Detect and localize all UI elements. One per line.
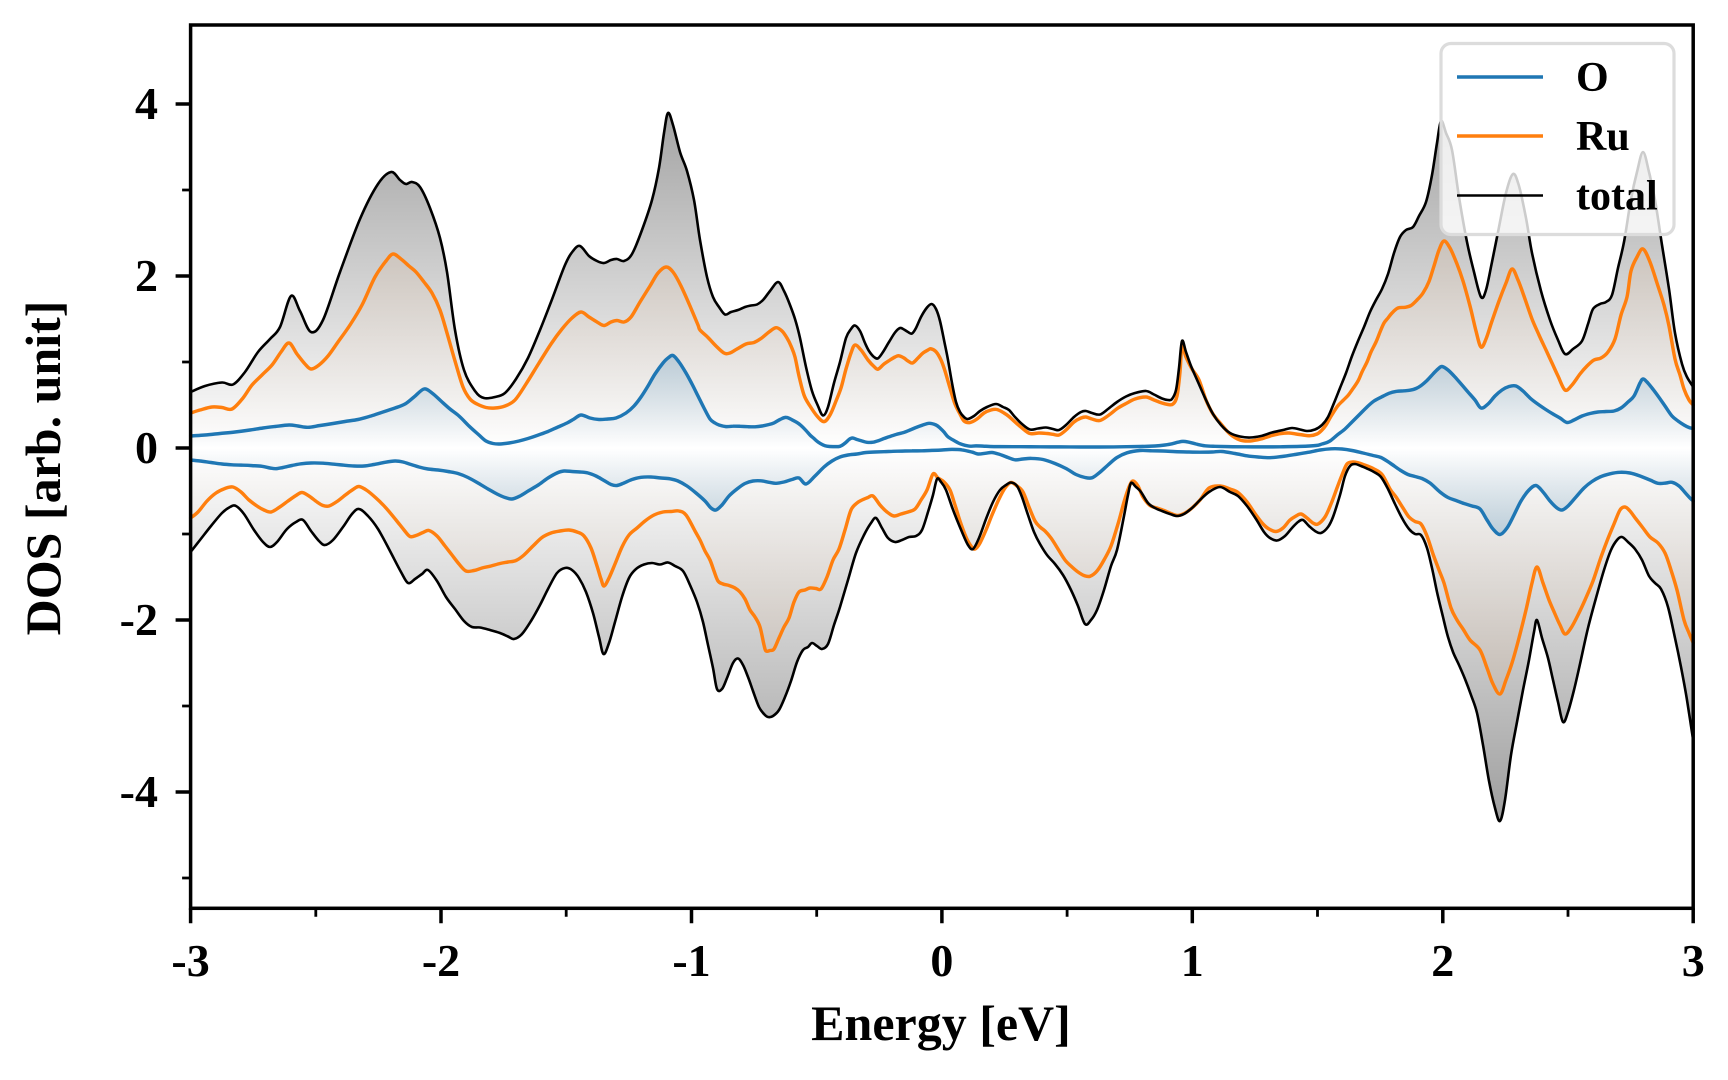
- svg-text:-4: -4: [120, 766, 158, 817]
- svg-text:4: 4: [135, 78, 158, 129]
- svg-text:-2: -2: [422, 935, 460, 986]
- svg-text:total: total: [1576, 174, 1658, 220]
- svg-text:0: 0: [930, 935, 953, 986]
- svg-text:-2: -2: [120, 594, 158, 645]
- svg-text:2: 2: [1431, 935, 1454, 986]
- svg-text:-3: -3: [171, 935, 209, 986]
- svg-text:0: 0: [135, 422, 158, 473]
- svg-text:-1: -1: [672, 935, 710, 986]
- svg-text:1: 1: [1181, 935, 1204, 986]
- svg-text:2: 2: [135, 250, 158, 301]
- svg-text:Energy [eV]: Energy [eV]: [811, 995, 1071, 1051]
- svg-text:DOS [arb. unit]: DOS [arb. unit]: [15, 301, 71, 636]
- svg-text:O: O: [1576, 55, 1609, 101]
- svg-text:Ru: Ru: [1576, 114, 1630, 160]
- svg-text:3: 3: [1682, 935, 1705, 986]
